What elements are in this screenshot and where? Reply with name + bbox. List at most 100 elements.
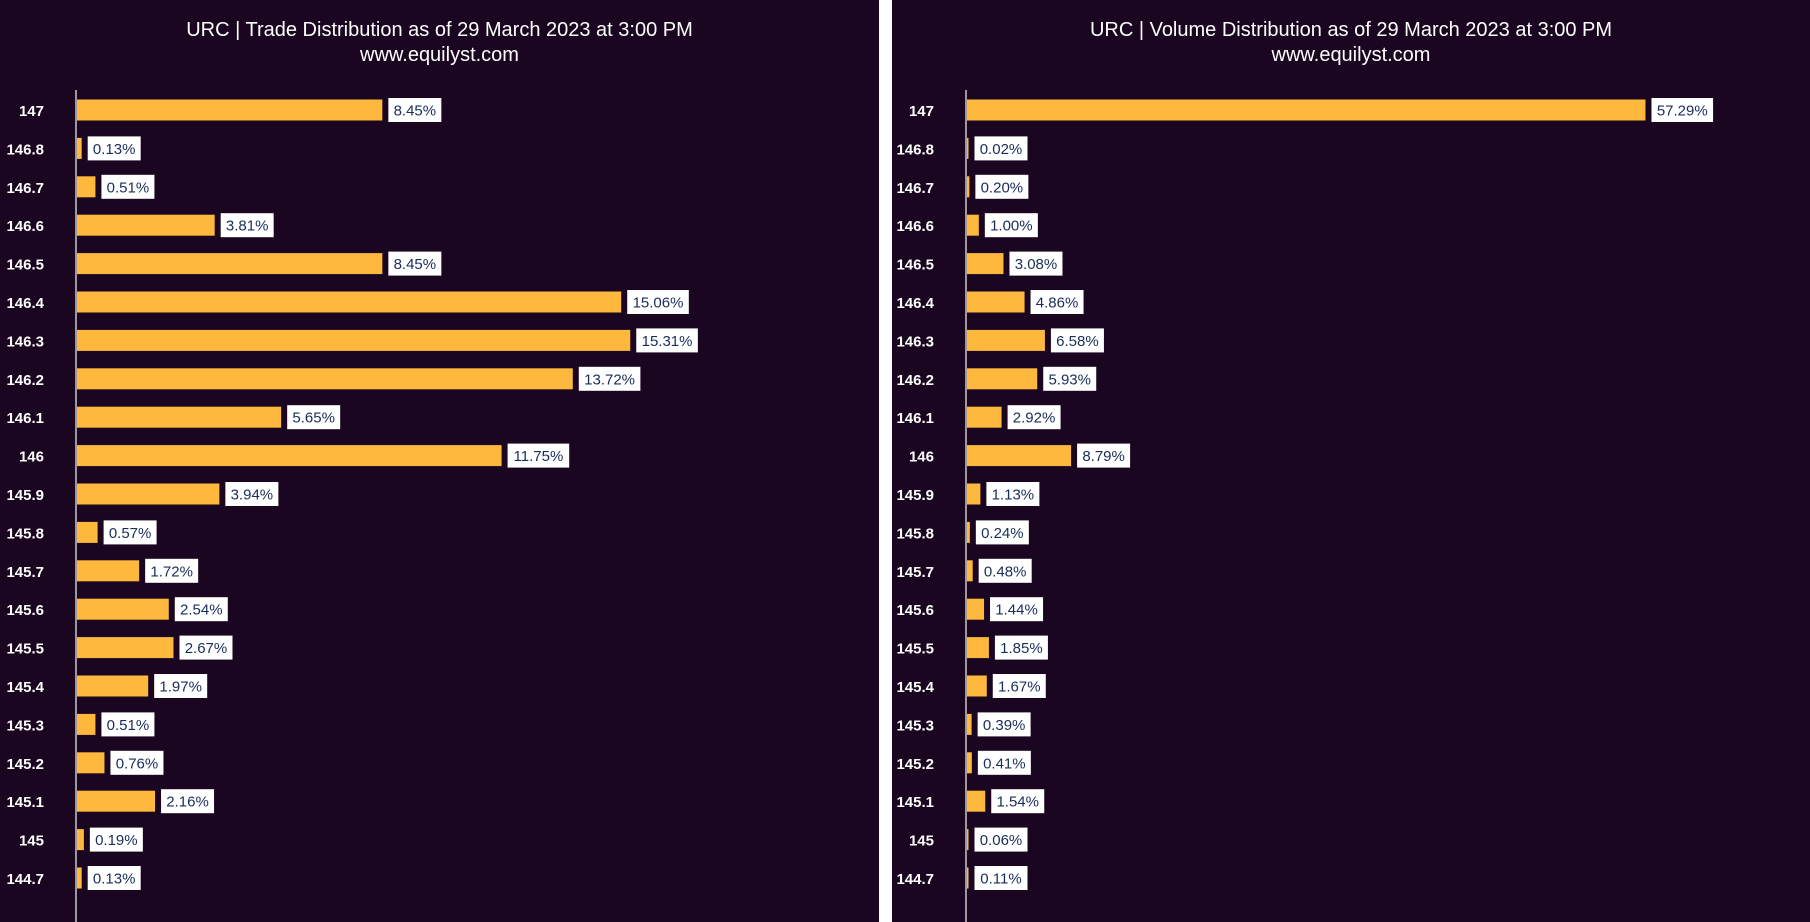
data-label-box [103,520,157,545]
data-label-box [1077,443,1131,468]
category-tick-label: 144.7 [6,871,44,888]
bar [967,598,985,620]
bar [967,829,969,851]
data-label-box [110,750,164,775]
data-label-box [974,866,1028,890]
data-label: 6.58% [1056,333,1099,350]
bar [967,637,989,659]
bar [967,675,987,697]
category-tick-label: 145.6 [896,602,934,619]
data-label: 1.54% [996,794,1039,811]
data-label-box [220,213,274,238]
bar [967,713,972,735]
data-label: 0.02% [980,141,1023,158]
data-label: 3.94% [231,487,274,504]
data-label-box [636,328,698,353]
data-label: 1.13% [992,487,1035,504]
data-label: 0.51% [107,179,150,196]
category-tick-label: 145.4 [896,679,934,696]
data-label-box [101,174,155,199]
data-label: 5.65% [292,410,335,427]
category-tick-label: 146.4 [6,295,44,312]
bar [967,291,1025,313]
data-label-box [287,405,341,430]
category-tick-label: 145.9 [896,487,934,504]
trade-distribution-chart: 147 8.45% 146.8 0.13% 146.7 0.51% 146.6 3.81% 14… [6,90,698,922]
data-label: 0.51% [107,717,150,734]
data-label: 0.13% [93,871,136,888]
bar [77,560,140,582]
bar [77,675,149,697]
data-label: 5.93% [1048,371,1091,388]
bar [967,329,1045,351]
bar [77,598,169,620]
data-label: 0.76% [116,755,159,772]
bar [77,521,98,543]
data-label-box [154,674,208,698]
category-tick-label: 146.3 [6,333,44,350]
data-label: 0.48% [984,563,1027,580]
data-label: 2.92% [1013,410,1056,427]
data-label-box [974,827,1028,852]
bar [77,99,383,121]
bar [77,406,282,428]
data-label: 2.16% [166,794,209,811]
category-tick-label: 146.7 [6,180,44,197]
data-label: 3.81% [226,218,269,235]
data-label: 0.11% [980,871,1021,888]
data-label: 0.19% [95,832,138,849]
data-label-box [627,290,689,314]
bar [77,368,573,390]
category-tick-label: 145.7 [896,564,934,581]
data-label-box [977,712,1031,737]
bar [77,291,622,313]
data-label-box [87,136,141,161]
data-label-box [1050,328,1104,353]
data-label: 1.97% [159,679,202,696]
data-label: 1.72% [150,563,193,580]
data-label: 0.20% [981,179,1024,196]
data-label-box [507,443,570,468]
bar [967,483,981,505]
data-label: 3.08% [1015,256,1058,273]
chart-subtitle: www.equilyst.com [360,44,519,66]
category-tick-label: 146 [19,449,44,466]
bar [77,329,631,351]
data-label: 0.24% [981,525,1024,542]
category-tick-label: 146.6 [896,218,934,235]
data-label: 0.13% [93,141,136,158]
data-label: 1.85% [1000,640,1043,657]
category-tick-label: 145.9 [6,487,44,504]
bar [967,368,1038,390]
category-tick-label: 145 [909,833,934,850]
data-label-box [1007,405,1061,430]
chart-title: URC | Volume Distribution as of 29 March… [1089,19,1613,41]
bar [967,137,969,159]
category-tick-label: 147 [19,103,44,120]
category-tick-label: 145.8 [896,525,934,542]
category-tick-label: 146.8 [6,141,44,158]
bar [967,521,970,543]
category-tick-label: 145.4 [6,679,44,696]
category-tick-label: 145.3 [896,717,934,734]
category-tick-label: 146.2 [6,372,44,389]
data-label: 57.29% [1657,103,1708,120]
data-label: 1.00% [990,218,1033,235]
bar [77,790,156,812]
bar [77,176,96,198]
data-label-box [990,597,1044,622]
data-label: 15.31% [642,333,693,350]
data-label-box [101,712,155,737]
data-label-box [1651,98,1714,122]
category-tick-label: 146 [909,449,934,466]
bar [967,253,1004,275]
category-tick-label: 145.5 [896,641,934,658]
data-label: 0.39% [983,717,1026,734]
category-tick-label: 146.1 [896,410,934,427]
bar [967,867,969,889]
category-tick-label: 146.1 [6,410,44,427]
category-tick-label: 145.1 [6,794,44,811]
data-label: 8.45% [394,103,437,120]
category-tick-label: 146.4 [896,295,934,312]
bar [77,829,84,851]
